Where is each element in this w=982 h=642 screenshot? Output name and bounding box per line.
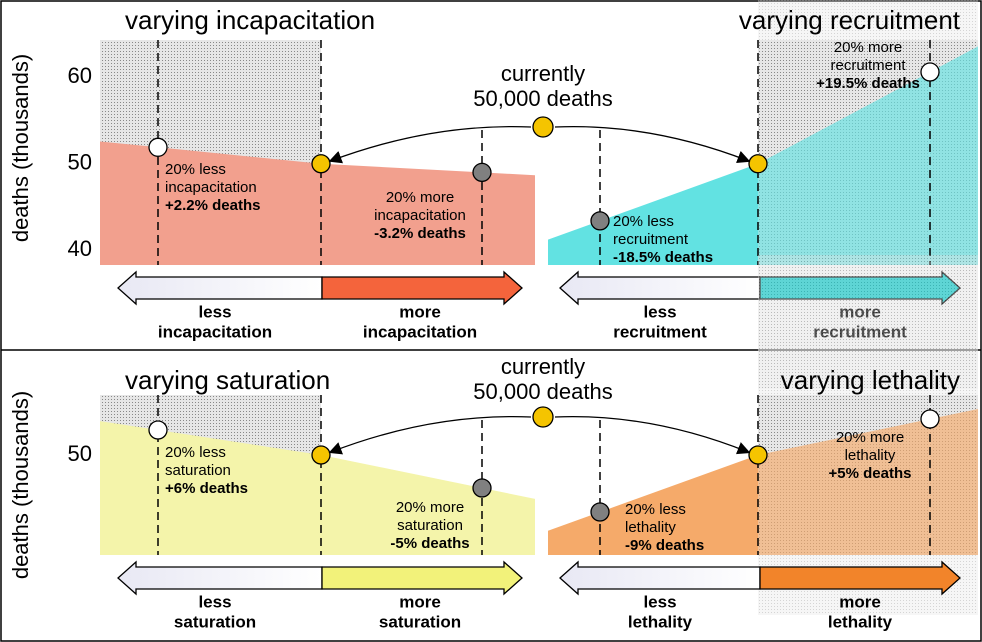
arrow-label: more <box>399 592 441 611</box>
arrow-label: recruitment <box>613 322 707 341</box>
center-label: currently <box>501 354 585 379</box>
data-point <box>311 445 331 465</box>
point-label: lethality <box>845 447 896 464</box>
point-label: incapacitation <box>374 207 466 224</box>
point-label: 20% more <box>834 39 902 56</box>
point-label: 20% more <box>386 189 454 206</box>
point-effect: +19.5% deaths <box>816 75 920 92</box>
subplot-title: varying saturation <box>125 365 330 395</box>
arrow-more <box>321 270 523 306</box>
point-label: 20% less <box>613 213 674 230</box>
arrow-less <box>559 270 761 306</box>
arrow-label: lethality <box>828 612 893 631</box>
point-effect: +2.2% deaths <box>165 197 260 214</box>
point-label: incapacitation <box>165 179 257 196</box>
data-point <box>590 502 610 522</box>
data-point <box>311 154 331 174</box>
arc <box>554 416 751 455</box>
data-point <box>148 137 168 157</box>
data-point <box>748 154 768 174</box>
arc <box>554 126 751 164</box>
point-effect: -5% deaths <box>390 535 469 552</box>
arrow-less <box>117 560 323 596</box>
point-label: saturation <box>397 517 463 534</box>
arc <box>328 126 532 164</box>
arrow-label: less <box>643 302 676 321</box>
arrow-label: lethality <box>628 612 693 631</box>
point-effect: +5% deaths <box>829 465 912 482</box>
point-label: 20% more <box>836 429 904 446</box>
arrow-less <box>559 560 761 596</box>
point-label: 20% less <box>625 501 686 518</box>
data-point <box>920 62 940 82</box>
area <box>100 421 535 555</box>
point-effect: -9% deaths <box>625 537 704 554</box>
data-point <box>920 409 940 429</box>
point-effect: -18.5% deaths <box>613 249 713 266</box>
y-tick-label: 50 <box>68 150 92 175</box>
current-point <box>532 406 554 428</box>
point-label: 20% less <box>165 161 226 178</box>
y-axis-label: deaths (thousands) <box>8 391 33 579</box>
data-point <box>472 162 492 183</box>
point-label: saturation <box>165 462 231 479</box>
point-label: recruitment <box>613 231 689 248</box>
y-tick-label: 60 <box>68 63 92 88</box>
data-point <box>148 420 168 440</box>
data-point <box>472 478 492 498</box>
arrow-label: more <box>839 592 881 611</box>
point-effect: -3.2% deaths <box>374 225 466 242</box>
shaded-overlay <box>758 255 978 615</box>
y-axis-label: deaths (thousands) <box>8 54 33 242</box>
arrow-more <box>759 560 961 596</box>
current-point <box>532 116 554 138</box>
center-label: 50,000 deaths <box>473 379 612 404</box>
point-label: recruitment <box>830 57 906 74</box>
subplot-title: varying incapacitation <box>125 5 375 35</box>
data-point <box>748 445 768 465</box>
y-tick-label: 40 <box>68 236 92 261</box>
arrow-label: less <box>643 592 676 611</box>
arrow-label: incapacitation <box>363 322 477 341</box>
point-label: 20% less <box>165 444 226 461</box>
arrow-label: saturation <box>379 612 461 631</box>
arrow-label: saturation <box>174 612 256 631</box>
arrow-less <box>117 270 323 306</box>
y-tick-label: 50 <box>68 441 92 466</box>
arrow-more <box>321 560 523 596</box>
center-label: currently <box>501 61 585 86</box>
arrow-label: less <box>198 592 231 611</box>
subplot-title: varying lethality <box>781 365 960 395</box>
point-label: 20% more <box>396 499 464 516</box>
center-label: 50,000 deaths <box>473 86 612 111</box>
arrow-label: incapacitation <box>158 322 272 341</box>
data-point <box>590 211 610 231</box>
arrow-label: more <box>399 302 441 321</box>
arc <box>328 416 532 455</box>
point-label: lethality <box>625 519 676 536</box>
point-effect: +6% deaths <box>165 480 248 497</box>
area <box>100 141 535 265</box>
arrow-label: less <box>198 302 231 321</box>
subplot-title: varying recruitment <box>739 5 961 35</box>
